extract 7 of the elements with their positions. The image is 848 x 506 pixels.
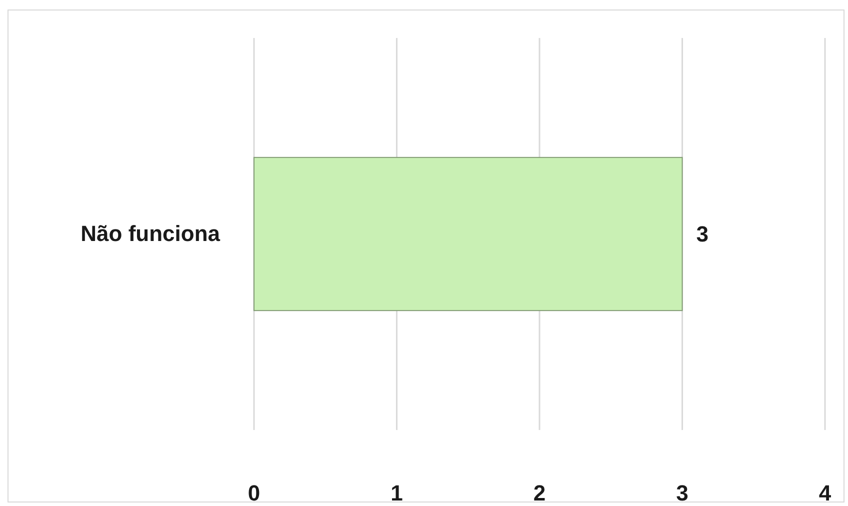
x-tick-label: 4 xyxy=(818,480,832,506)
y-tick-label: Não funciona xyxy=(80,221,221,246)
data-label: 3 xyxy=(696,222,708,247)
x-tick-label: 0 xyxy=(248,480,260,506)
x-tick-label: 2 xyxy=(533,480,546,506)
x-tick-label: 1 xyxy=(390,480,403,506)
x-tick-label: 3 xyxy=(676,480,688,506)
